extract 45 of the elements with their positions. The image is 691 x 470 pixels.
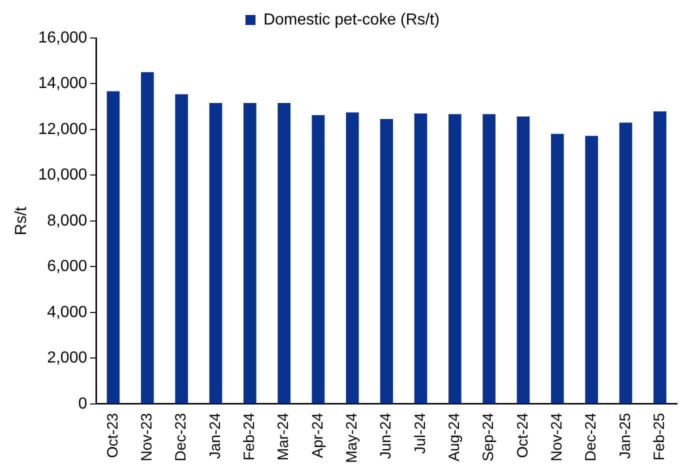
bar [414, 113, 428, 404]
x-tick-label: Nov-23 [138, 412, 156, 462]
x-tick-label: Jan-24 [206, 412, 224, 459]
y-tick-label: 8,000 [47, 212, 88, 230]
x-tick-label: Sep-24 [480, 412, 498, 462]
y-tick-label: 0 [78, 395, 88, 412]
bar [380, 118, 393, 404]
y-tick-label: 2,000 [47, 350, 88, 367]
bar [654, 111, 666, 404]
x-tick-label: Dec-24 [582, 412, 600, 462]
x-tick-label: Aug-24 [446, 412, 464, 462]
x-tick-label: Apr-24 [309, 412, 326, 458]
bar [175, 94, 188, 404]
y-tick-label: 4,000 [47, 304, 88, 321]
bar [243, 102, 256, 404]
y-tick-label: 12,000 [38, 120, 88, 138]
x-tick-label: Jul-24 [412, 412, 429, 454]
x-tick-label: Feb-25 [651, 412, 668, 461]
bar [482, 114, 496, 404]
x-tick-label: Dec-23 [172, 412, 190, 462]
y-axis-title: Rs/t [13, 206, 30, 236]
x-tick-label: Nov-24 [548, 412, 566, 462]
bar [619, 122, 632, 404]
x-tick-label: Feb-24 [241, 412, 258, 461]
bar [516, 116, 530, 404]
bar [585, 136, 598, 404]
bar [312, 115, 325, 404]
bar [278, 102, 290, 404]
x-tick-label: Oct-23 [104, 412, 122, 458]
y-tick-label: 6,000 [47, 258, 88, 276]
x-tick-label: Mar-24 [275, 412, 292, 460]
y-tick-label: 14,000 [38, 75, 88, 92]
y-tick-label: 16,000 [38, 29, 88, 46]
x-tick-label: Oct-24 [514, 412, 532, 458]
x-tick-label: May-24 [344, 412, 361, 464]
x-tick-label: Jan-25 [616, 412, 634, 459]
bar [209, 102, 222, 404]
bar [448, 114, 462, 404]
bar [551, 134, 564, 404]
bar [346, 112, 359, 404]
bar [106, 91, 120, 404]
bar [140, 72, 154, 404]
legend-label: Domestic pet-coke (Rs/t) [263, 11, 440, 28]
y-tick-label: 10,000 [38, 166, 88, 184]
x-tick-label: Jun-24 [378, 412, 395, 459]
